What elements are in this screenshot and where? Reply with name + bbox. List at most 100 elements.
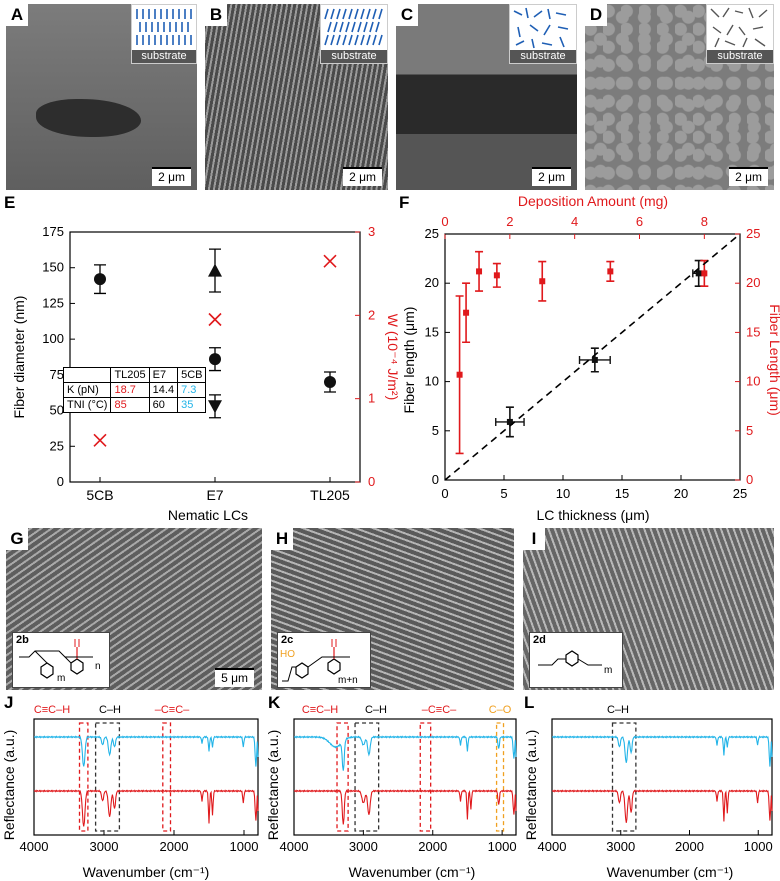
panel-letter: G <box>6 528 28 550</box>
sem-panel-i: I 2d m <box>523 528 774 690</box>
table-cell: 18.7 <box>110 382 150 398</box>
chart-j-ylabel: Reflectance (a.u.) <box>1 730 17 841</box>
plot-frame <box>444 233 741 481</box>
y-right-tick-label: 2 <box>368 307 375 322</box>
panel-letter: A <box>6 4 28 26</box>
band-box <box>495 722 505 832</box>
x-tick-label: 5CB <box>86 487 113 503</box>
band-label: –C≡C– <box>155 704 190 716</box>
scale-bar: 5 μm <box>215 668 254 687</box>
x-tick-label: 10 <box>556 486 570 501</box>
molecule-label: 2b <box>16 634 29 646</box>
chart-k-ylabel: Reflectance (a.u.) <box>265 730 281 841</box>
inset-random: substrate <box>706 4 774 64</box>
x-tick-label: 3000 <box>349 839 378 854</box>
plot-frame <box>551 718 773 836</box>
data-cross <box>323 254 337 268</box>
data-point <box>591 356 598 363</box>
panel-letter-j: J <box>4 693 14 712</box>
data-point <box>539 278 546 285</box>
chart-l-ylabel: Reflectance (a.u.) <box>523 730 539 841</box>
x-tick-label: 2000 <box>418 839 447 854</box>
sem-panel-h: H 2c HO m+n <box>271 528 514 690</box>
y-right-tick-label: 10 <box>746 374 760 389</box>
y-right-tick-label: 25 <box>746 226 760 241</box>
hole <box>36 99 141 137</box>
data-point <box>506 418 513 425</box>
subscript-n: n <box>95 661 101 672</box>
y-tick-label: 175 <box>42 224 64 239</box>
tilted-lines-icon <box>324 8 383 46</box>
scale-bar: 2 μm <box>152 167 191 186</box>
chart-j-xlabel: Wavenumber (cm⁻¹) <box>83 864 210 880</box>
data-cross <box>208 312 222 327</box>
band-box <box>78 722 89 832</box>
chart-j-plot: 4000 3000 2000 1000 <box>20 718 259 854</box>
y-tick-label: 10 <box>425 374 439 389</box>
band-label: C–H <box>607 704 629 716</box>
y-tick-label: 150 <box>42 260 64 275</box>
panel-letter: I <box>523 528 545 550</box>
substrate-label: substrate <box>707 50 773 63</box>
x-tick-label: 1000 <box>230 839 259 854</box>
sem-panel-c: C substrate 2 μm <box>396 4 577 190</box>
panel-letter-f: F <box>399 193 410 212</box>
polymer-structure-icon: m <box>538 650 612 676</box>
sem-panel-b: B substrate 2 μm <box>205 4 388 190</box>
substrate-label: substrate <box>510 50 576 63</box>
x-tick-label: 3000 <box>606 839 635 854</box>
chart-e-ylabel-right: W (10⁻⁴ J/m²) <box>385 314 400 401</box>
chart-k: 4000 3000 2000 1000 Wavenumber (cm⁻¹) Refle… <box>265 704 517 880</box>
band-box <box>94 722 121 832</box>
data-point <box>476 268 483 275</box>
chart-l: 4000 3000 2000 1000 Wavenumber (cm⁻¹) Refle… <box>523 704 773 880</box>
plot-frame <box>33 718 259 836</box>
sem-panel-g: G 2b m n 5 μm <box>6 528 262 690</box>
y-right-tick-label: 0 <box>746 472 753 487</box>
chart-f-ylabel: Fiber length (μm) <box>401 307 417 414</box>
y-tick-label: 25 <box>425 226 439 241</box>
disordered-lines-icon <box>513 7 569 49</box>
chart-k-plot: 4000 3000 2000 1000 <box>280 718 517 854</box>
x-tick-label: 4000 <box>280 839 309 854</box>
data-point <box>324 376 336 388</box>
scale-bar: 2 μm <box>729 167 768 186</box>
band-label: C≡C–H <box>302 704 338 716</box>
x-tick-label: TL205 <box>310 487 350 503</box>
substrate-label: substrate <box>321 50 387 63</box>
panel-letter-e: E <box>4 193 16 212</box>
molecule-2b: 2b m n <box>12 632 110 688</box>
x-tick-label: 4000 <box>538 839 567 854</box>
trend-line <box>444 233 741 481</box>
table-header-cell <box>62 367 112 383</box>
subscript-m: m <box>57 673 65 684</box>
table-cell: 35 <box>177 397 207 413</box>
aligned-lines-icon <box>136 9 192 45</box>
table-cell: 60 <box>148 397 179 413</box>
chart-f-xlabel: LC thickness (μm) <box>536 507 649 523</box>
chart-f-xlabel-top: Deposition Amount (mg) <box>518 193 668 209</box>
sem-panel-a: A substrate 2 μm <box>6 4 197 190</box>
band-label: C–H <box>99 704 121 716</box>
y-tick-label: 25 <box>50 438 64 453</box>
y-right-tick-label: 0 <box>368 474 375 489</box>
x-tick-label: 2000 <box>160 839 189 854</box>
band-label: C–O <box>489 704 512 716</box>
data-point <box>695 270 702 277</box>
y-tick-label: 20 <box>425 275 439 290</box>
chart-f-ylabel-right: Fiber Length (μm) <box>767 304 780 416</box>
x-top-tick-label: 4 <box>571 214 578 229</box>
data-point <box>607 268 614 275</box>
chart-e-xlabel: Nematic LCs <box>168 507 248 523</box>
x-tick-label: 2000 <box>675 839 704 854</box>
x-tick-label: 20 <box>674 486 688 501</box>
data-point <box>94 273 106 286</box>
molecule-label: 2c <box>281 634 294 646</box>
y-tick-label: 100 <box>42 331 64 346</box>
data-point <box>701 270 708 277</box>
inset-tilted: substrate <box>320 4 388 64</box>
y-tick-label: 5 <box>432 423 439 438</box>
spectrum-line <box>551 789 773 823</box>
